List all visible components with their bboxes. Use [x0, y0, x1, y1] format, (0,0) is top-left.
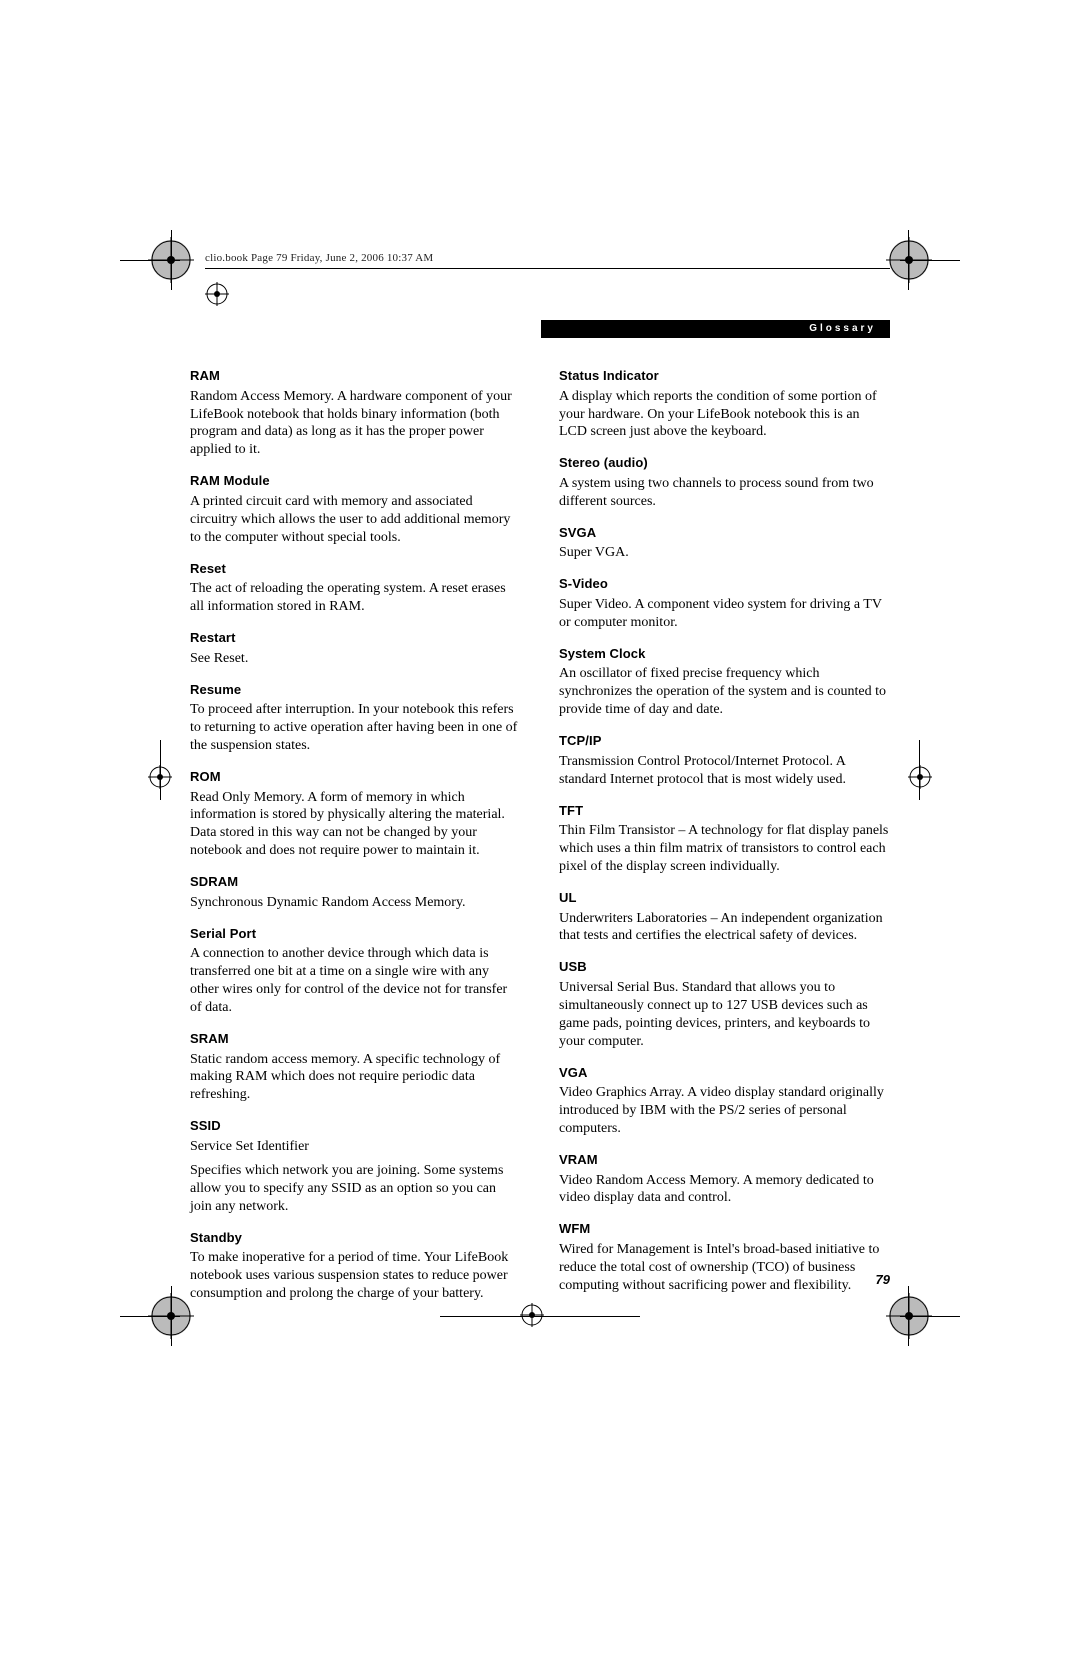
- glossary-term: Reset: [190, 561, 521, 578]
- crop-line: [908, 1286, 909, 1346]
- glossary-term: System Clock: [559, 646, 890, 663]
- section-title: Glossary: [809, 323, 876, 334]
- glossary-definition: The act of reloading the operating syste…: [190, 580, 521, 616]
- glossary-definition: Service Set Identifier: [190, 1138, 521, 1156]
- glossary-term: ROM: [190, 769, 521, 786]
- glossary-definition: Static random access memory. A specific …: [190, 1051, 521, 1105]
- left-column: RAM Random Access Memory. A hardware comp…: [190, 368, 521, 1305]
- glossary-definition: Transmission Control Protocol/Internet P…: [559, 753, 890, 789]
- page-number: 79: [876, 1272, 890, 1287]
- glossary-definition: Read Only Memory. A form of memory in wh…: [190, 789, 521, 861]
- glossary-term: S-Video: [559, 576, 890, 593]
- target-icon: [908, 765, 932, 789]
- header-rule: [205, 268, 890, 269]
- glossary-definition: Wired for Management is Intel's broad-ba…: [559, 1241, 890, 1295]
- page-header-metadata: clio.book Page 79 Friday, June 2, 2006 1…: [205, 252, 433, 264]
- glossary-definition: See Reset.: [190, 650, 521, 668]
- glossary-term: RAM: [190, 368, 521, 385]
- glossary-definition: A display which reports the condition of…: [559, 388, 890, 442]
- glossary-term: SRAM: [190, 1031, 521, 1048]
- crop-line: [160, 740, 161, 800]
- glossary-definition: Universal Serial Bus. Standard that allo…: [559, 979, 890, 1051]
- glossary-term: VRAM: [559, 1152, 890, 1169]
- glossary-term: Restart: [190, 630, 521, 647]
- glossary-definition: Random Access Memory. A hardware compone…: [190, 388, 521, 460]
- section-title-bar: Glossary: [541, 320, 890, 338]
- glossary-definition: Video Random Access Memory. A memory ded…: [559, 1172, 890, 1208]
- glossary-term: Status Indicator: [559, 368, 890, 385]
- glossary-definition: A system using two channels to process s…: [559, 475, 890, 511]
- glossary-definition: To proceed after interruption. In your n…: [190, 701, 521, 755]
- glossary-term: SSID: [190, 1118, 521, 1135]
- glossary-definition: Super Video. A component video system fo…: [559, 596, 890, 632]
- crop-line: [908, 230, 909, 290]
- glossary-term: Resume: [190, 682, 521, 699]
- target-icon: [205, 282, 229, 306]
- crop-line: [440, 1316, 640, 1317]
- glossary-term: Serial Port: [190, 926, 521, 943]
- glossary-term: RAM Module: [190, 473, 521, 490]
- glossary-term: Stereo (audio): [559, 455, 890, 472]
- glossary-definition: A connection to another device through w…: [190, 945, 521, 1017]
- crop-line: [919, 740, 920, 800]
- glossary-content: RAM Random Access Memory. A hardware comp…: [190, 368, 890, 1305]
- glossary-definition: An oscillator of fixed precise frequency…: [559, 665, 890, 719]
- glossary-term: WFM: [559, 1221, 890, 1238]
- glossary-definition: Super VGA.: [559, 544, 890, 562]
- glossary-term: SDRAM: [190, 874, 521, 891]
- glossary-term: USB: [559, 959, 890, 976]
- glossary-definition: Video Graphics Array. A video display st…: [559, 1084, 890, 1138]
- glossary-term: UL: [559, 890, 890, 907]
- glossary-definition: Underwriters Laboratories – An independe…: [559, 910, 890, 946]
- crop-line: [171, 1286, 172, 1346]
- target-icon: [520, 1303, 544, 1327]
- glossary-definition: A printed circuit card with memory and a…: [190, 493, 521, 547]
- glossary-term: TCP/IP: [559, 733, 890, 750]
- glossary-definition: Thin Film Transistor – A technology for …: [559, 822, 890, 876]
- glossary-term: SVGA: [559, 525, 890, 542]
- crop-line: [900, 1316, 960, 1317]
- crop-line: [900, 260, 960, 261]
- glossary-definition: Specifies which network you are joining.…: [190, 1162, 521, 1216]
- glossary-definition: To make inoperative for a period of time…: [190, 1249, 521, 1303]
- glossary-term: TFT: [559, 803, 890, 820]
- right-column: Status Indicator A display which reports …: [559, 368, 890, 1305]
- crop-line: [171, 230, 172, 290]
- glossary-definition: Synchronous Dynamic Random Access Memory…: [190, 894, 521, 912]
- glossary-term: VGA: [559, 1065, 890, 1082]
- glossary-term: Standby: [190, 1230, 521, 1247]
